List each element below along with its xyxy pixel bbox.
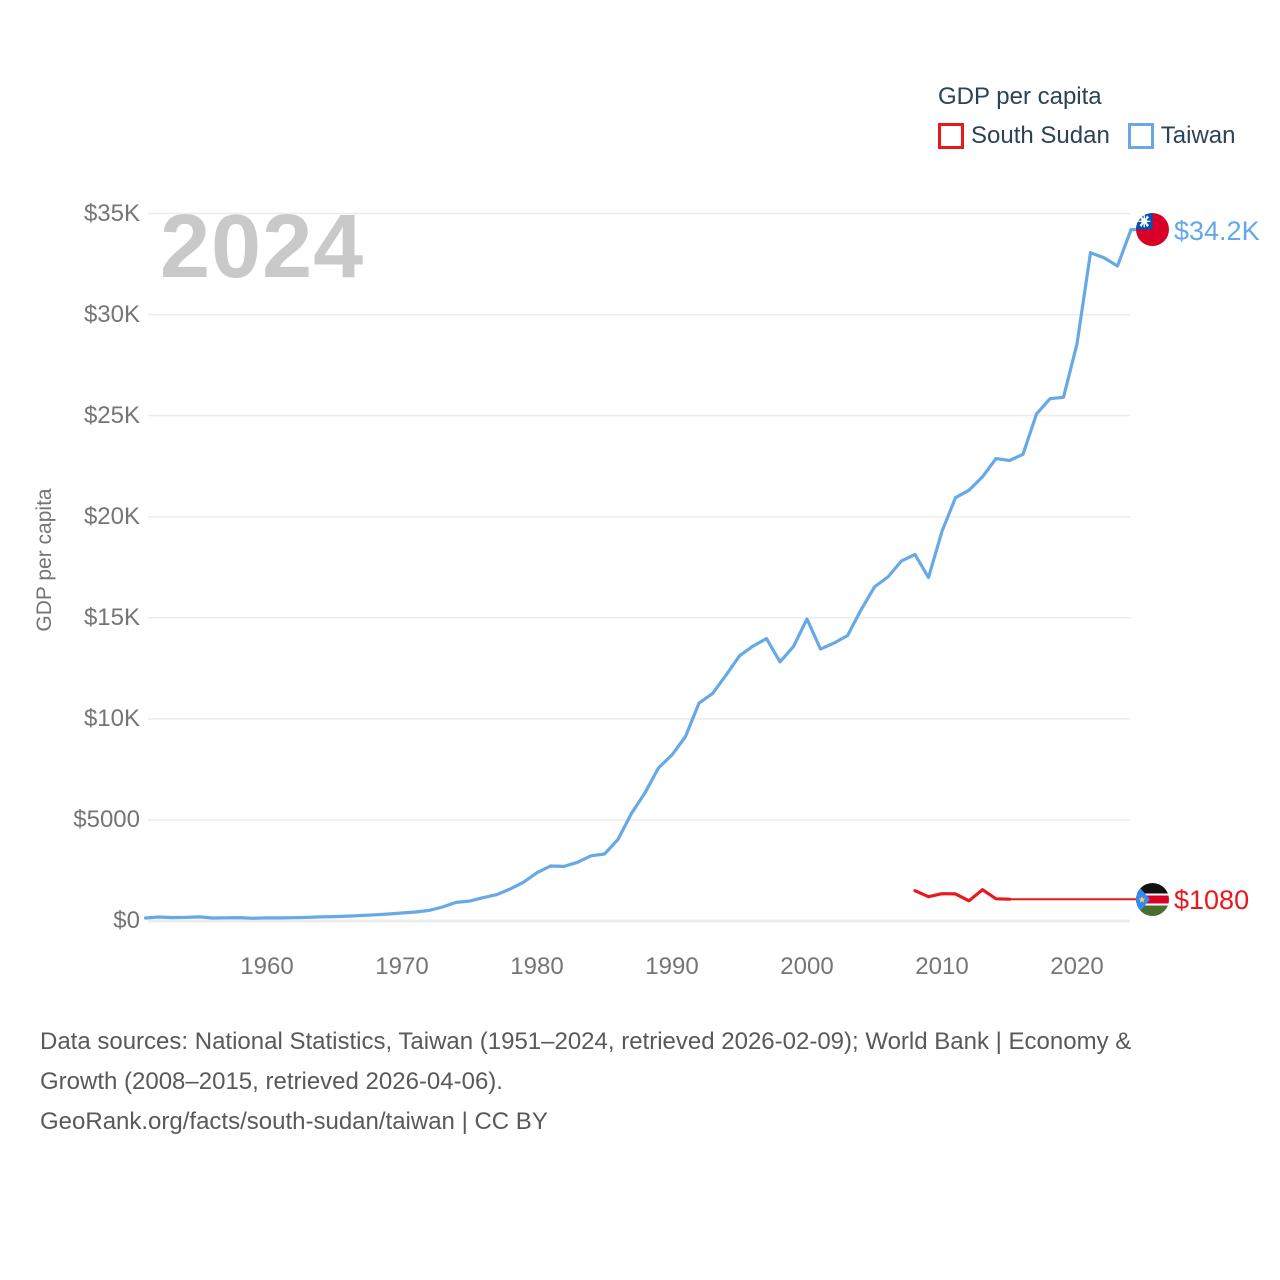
- x-tick-label: 1980: [510, 953, 564, 980]
- legend-items: South Sudan Taiwan: [938, 122, 1236, 150]
- y-tick-label: $10K: [83, 704, 140, 732]
- chart-legend: GDP per capita South Sudan Taiwan: [938, 83, 1236, 150]
- taiwan-end-value-label: $34.2K: [1174, 216, 1260, 246]
- legend-swatch-south-sudan: [938, 123, 964, 149]
- y-tick-label: $30K: [83, 300, 140, 328]
- x-tick-label: 2000: [780, 953, 834, 980]
- legend-item-taiwan: Taiwan: [1127, 122, 1236, 150]
- x-tick-label: 1960: [240, 953, 294, 980]
- legend-swatch-taiwan: [1127, 123, 1154, 149]
- data-sources-line-1: Data sources: National Statistics, Taiwa…: [40, 1028, 1132, 1055]
- y-tick-label: $35K: [83, 199, 140, 227]
- y-tick-label: $5000: [73, 805, 140, 833]
- y-tick-label: $15K: [83, 603, 140, 631]
- y-tick-label: $0: [113, 907, 140, 934]
- legend-title: GDP per capita: [938, 83, 1102, 110]
- legend-label-south-sudan: South Sudan: [971, 122, 1110, 149]
- south-sudan-flag-icon: [1136, 883, 1169, 916]
- south-sudan-end-value-label: $1080: [1174, 885, 1250, 915]
- taiwan-flag-icon: [1136, 213, 1169, 246]
- data-sources-line-2: Growth (2008–2015, retrieved 2026-04-06)…: [40, 1068, 503, 1095]
- y-tick-label: $25K: [83, 401, 140, 429]
- plot-area: [143, 212, 1152, 923]
- x-tick-label: 1990: [645, 953, 699, 980]
- x-tick-label: 2020: [1050, 953, 1104, 980]
- legend-label-taiwan: Taiwan: [1160, 122, 1236, 149]
- south-sudan-line[interactable]: [913, 888, 1012, 903]
- x-tick-label: 2010: [915, 953, 969, 980]
- y-tick-label: $20K: [83, 502, 140, 530]
- footer-attribution: Data sources: National Statistics, Taiwa…: [40, 1022, 1131, 1142]
- taiwan-line[interactable]: [143, 228, 1133, 920]
- source-url-line: GeoRank.org/facts/south-sudan/taiwan | C…: [40, 1108, 548, 1135]
- legend-item-south-sudan: South Sudan: [938, 122, 1110, 150]
- x-tick-label: 1970: [375, 953, 429, 980]
